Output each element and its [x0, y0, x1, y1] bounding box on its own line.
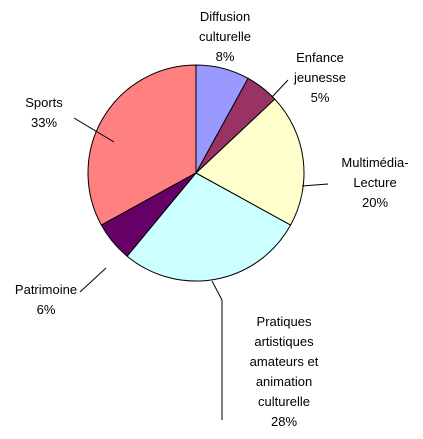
slice-percent: 20%: [361, 195, 389, 210]
slice-percent: 5%: [310, 90, 330, 105]
leader-line: [73, 117, 115, 143]
slice-label: Pratiques artistiques amateurs et animat…: [249, 314, 319, 409]
leader-line: [301, 183, 329, 187]
pie-slice: [126, 172, 292, 282]
slice-percent: 28%: [270, 414, 298, 429]
slice-label: Enfance jeunesse: [293, 50, 347, 85]
pie-slice: [195, 64, 249, 174]
slice-percent: 6%: [36, 302, 56, 317]
slice-label: Patrimoine: [14, 282, 78, 297]
slice-percent: 8%: [215, 49, 235, 64]
leader-line: [79, 267, 107, 293]
leader-line: [211, 280, 223, 301]
slice-label: Diffusion culturelle: [198, 9, 252, 44]
pie-slice: [87, 64, 197, 226]
slice-label: Sports: [25, 95, 63, 110]
pie-slice: [195, 98, 305, 226]
leader-line: [271, 79, 289, 98]
slice-percent: 33%: [30, 115, 58, 130]
slice-label: Multimédia- Lecture: [341, 155, 409, 190]
